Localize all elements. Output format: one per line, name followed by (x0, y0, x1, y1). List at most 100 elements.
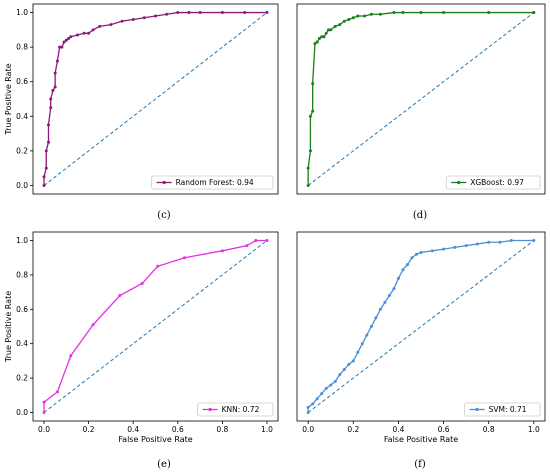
roc-point (378, 12, 382, 16)
roc-point (410, 256, 414, 260)
y-tick-label: 0.2 (16, 146, 28, 155)
roc-point (430, 249, 434, 253)
roc-point (487, 11, 491, 15)
roc-point (374, 316, 378, 320)
roc-point (306, 410, 310, 414)
roc-point (369, 12, 373, 16)
roc-point (109, 23, 113, 27)
legend-swatch-marker (208, 407, 212, 412)
roc-point (91, 28, 95, 32)
chance-diagonal-line (307, 240, 535, 413)
y-tick-label: 0.6 (16, 77, 28, 86)
roc-point (360, 342, 364, 346)
roc-point (464, 244, 468, 248)
roc-point (69, 354, 73, 358)
roc-point (487, 240, 491, 244)
roc-point (254, 239, 258, 243)
panel-caption: (d) (413, 210, 427, 221)
x-tick-label: 0.0 (38, 425, 50, 434)
roc-point (142, 16, 146, 20)
roc-point (378, 307, 382, 311)
roc-point (324, 386, 328, 390)
roc-point (154, 14, 157, 18)
x-tick-label: 0.6 (438, 425, 450, 434)
roc-point (313, 42, 317, 46)
roc-point (322, 35, 326, 39)
y-tick-label: 1.0 (16, 236, 28, 245)
roc-point (67, 36, 71, 40)
roc-point (53, 71, 57, 75)
legend-label: Random Forest: 0.94 (176, 178, 254, 187)
roc-point (187, 11, 191, 15)
y-axis-label: True Positive Rate (4, 291, 13, 363)
roc-point (311, 81, 315, 85)
chance-diagonal-line (43, 240, 268, 413)
roc-point (55, 390, 59, 394)
legend-label: XGBoost: 0.97 (470, 178, 524, 187)
roc-point (387, 294, 391, 298)
roc-point (42, 410, 46, 414)
roc-point (306, 183, 310, 187)
panel-caption: (c) (157, 210, 171, 221)
legend-swatch-marker (457, 180, 461, 185)
y-tick-label: 0.4 (16, 112, 28, 121)
roc-point (311, 109, 315, 113)
y-tick-label: 0.0 (16, 408, 28, 417)
roc-point (82, 31, 86, 35)
roc-point (53, 85, 57, 89)
roc-point (315, 40, 319, 44)
roc-point (347, 17, 351, 21)
roc-point (44, 149, 48, 153)
roc-point (401, 11, 405, 15)
roc-point (42, 400, 46, 404)
roc-point (317, 36, 321, 40)
x-tick-label: 0.0 (302, 425, 314, 434)
roc-point (75, 33, 79, 37)
x-tick-label: 0.2 (83, 425, 95, 434)
roc-point (347, 362, 351, 366)
roc-point (44, 166, 48, 170)
panel-f: 0.0 0.2 0.4 0.6 0.8 1.0 False Positive Rate SVM… (296, 231, 546, 470)
roc-point (498, 240, 502, 244)
legend-box (464, 402, 541, 417)
roc-point (46, 123, 50, 127)
legend-swatch-marker (162, 180, 166, 185)
roc-point (351, 16, 355, 20)
roc-point (220, 11, 224, 15)
y-tick-label: 0.0 (16, 181, 28, 190)
y-tick-label: 0.4 (16, 339, 28, 348)
roc-point (87, 31, 91, 35)
x-tick-label: 0.8 (483, 425, 495, 434)
roc-point (532, 11, 536, 15)
roc-point (363, 14, 367, 18)
x-tick-label: 0.6 (172, 425, 184, 434)
roc-point (42, 183, 46, 187)
panel-d: XGBoost: 0.97 (d) (296, 3, 546, 221)
roc-point (198, 11, 202, 15)
roc-point (338, 23, 342, 27)
chance-diagonal-line (307, 12, 535, 186)
roc-point (392, 287, 396, 291)
x-axis-label: False Positive Rate (118, 435, 192, 444)
roc-point (442, 247, 446, 251)
roc-point (419, 11, 423, 15)
roc-point (42, 175, 46, 179)
roc-point (308, 114, 312, 118)
roc-point (165, 12, 169, 16)
x-tick-label: 0.4 (127, 425, 139, 434)
panel-caption: (e) (157, 459, 171, 470)
roc-point (475, 242, 479, 246)
roc-point (64, 38, 68, 42)
panel-c: 0.0 0.2 0.4 0.6 0.8 1.0 True Positive Rate Rand… (4, 3, 279, 221)
roc-point (140, 282, 144, 286)
roc-point (311, 402, 315, 406)
roc-point (369, 325, 373, 328)
roc-point (69, 35, 73, 39)
roc-point (60, 45, 64, 49)
roc-point (419, 251, 423, 255)
roc-point (315, 397, 319, 401)
roc-point (308, 149, 312, 153)
roc-point (49, 106, 53, 110)
y-tick-label: 0.6 (16, 305, 28, 314)
